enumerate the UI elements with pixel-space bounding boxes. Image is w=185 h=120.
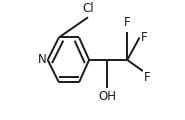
Text: F: F — [141, 31, 147, 44]
Text: Cl: Cl — [82, 2, 94, 15]
Text: F: F — [124, 16, 131, 29]
Text: F: F — [144, 71, 151, 84]
Text: N: N — [38, 53, 47, 66]
Text: OH: OH — [98, 90, 116, 103]
